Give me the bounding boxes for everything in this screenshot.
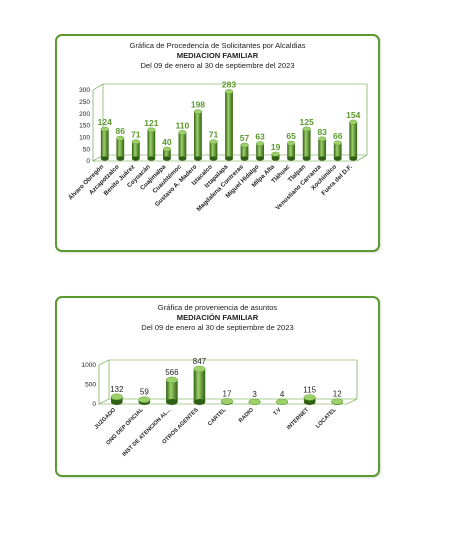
bar (221, 398, 233, 405)
bar (333, 140, 342, 161)
bar (331, 398, 344, 405)
bar (224, 89, 234, 161)
bar (255, 141, 265, 161)
data-label: 283 (222, 79, 236, 89)
data-label: 198 (191, 100, 205, 110)
data-label: 115 (303, 386, 316, 395)
y-tick-label: 500 (85, 382, 96, 389)
category-label: INTERNET (286, 407, 310, 431)
y-tick-label: 0 (86, 158, 90, 165)
bar (302, 126, 311, 161)
bar (318, 136, 327, 161)
data-label: 124 (98, 117, 112, 127)
bar (131, 139, 140, 161)
chart-period: Del 09 de enero al 30 de septiembre de 2… (141, 323, 294, 332)
data-label: 17 (223, 389, 232, 398)
category-label: JUZGADO (94, 407, 118, 431)
data-label: 110 (176, 120, 190, 130)
y-tick-label: 200 (79, 111, 90, 118)
plot-frame (98, 359, 358, 405)
y-tick-label: 300 (79, 87, 90, 94)
bar (165, 376, 178, 405)
data-label: 86 (116, 126, 126, 136)
bar (178, 130, 187, 161)
bar (209, 139, 218, 161)
y-tick-label: 50 (83, 146, 91, 153)
bar (248, 398, 261, 406)
category-label: INST DE ATENCION AL... (122, 407, 173, 458)
chart-panel-asuntos: Gráfica de proveniencia de asuntos MEDIA… (55, 296, 380, 477)
bar (138, 396, 151, 405)
chart-period: Del 09 de enero al 30 de septiembre del … (140, 61, 295, 70)
bar (110, 393, 123, 405)
data-label: 65 (286, 131, 296, 141)
bar (193, 365, 206, 405)
data-label: 19 (271, 142, 281, 152)
category-label: LOCATEL (315, 407, 338, 430)
bar (193, 109, 203, 161)
chart-titles: Gráfica de proveniencia de asuntos MEDIA… (57, 303, 378, 333)
data-label: 12 (333, 390, 342, 399)
data-label: 71 (209, 130, 219, 140)
data-label: 154 (346, 110, 360, 120)
y-tick-label: 1000 (82, 362, 97, 369)
bar (303, 394, 316, 405)
chart-title: Gráfica de Procedencia de Solicitantes p… (129, 41, 306, 50)
category-label: CARTEL (207, 407, 228, 428)
category-label: RADIO (238, 407, 255, 424)
data-label: 71 (131, 130, 141, 140)
bar (287, 140, 296, 161)
data-label: 847 (193, 357, 207, 366)
chart-subtitle: MEDIACIÓN FAMILIAR (176, 313, 259, 322)
data-label: 59 (140, 388, 149, 397)
chart-title: Gráfica de proveniencia de asuntos (157, 303, 278, 312)
bar (100, 126, 109, 161)
y-tick-label: 0 (92, 401, 96, 408)
data-label: 125 (300, 117, 314, 127)
data-label: 57 (240, 133, 250, 143)
data-label: 4 (280, 390, 285, 399)
data-label: 121 (144, 118, 158, 128)
y-tick-label: 100 (79, 135, 90, 142)
data-label: 3 (252, 390, 257, 399)
y-tick-label: 250 (79, 99, 90, 106)
data-label: 83 (317, 127, 327, 137)
bar (240, 142, 249, 161)
data-label: 566 (165, 368, 179, 377)
data-label: 40 (162, 137, 172, 147)
chart-subtitle: MEDIACION FAMILIAR (176, 51, 259, 60)
bar (276, 398, 289, 406)
bar (271, 151, 280, 161)
bar (162, 146, 171, 161)
bar (147, 127, 156, 161)
data-label: 132 (110, 385, 124, 394)
data-label: 66 (333, 131, 343, 141)
bar (349, 119, 358, 161)
category-label: T.V (273, 407, 283, 417)
chart-panel-alcaldias: Gráfica de Procedencia de Solicitantes p… (55, 34, 380, 252)
y-tick-label: 150 (79, 123, 90, 130)
chart-titles: Gráfica de Procedencia de Solicitantes p… (57, 41, 378, 71)
data-label: 63 (255, 131, 265, 141)
bar (116, 135, 125, 161)
